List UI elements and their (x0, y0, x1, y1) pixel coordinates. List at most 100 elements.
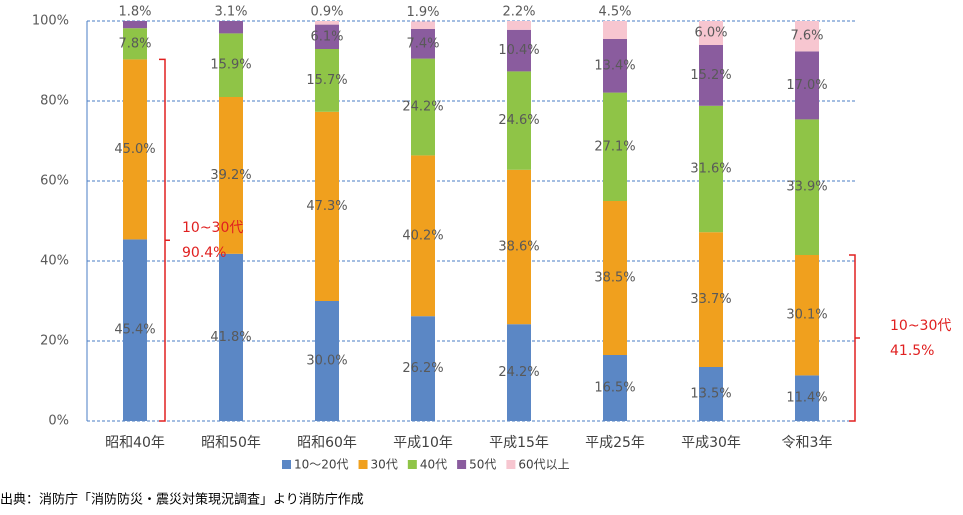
bar-segment (315, 111, 339, 301)
x-tick-label: 昭和50年 (201, 435, 261, 451)
data-label: 6.0% (694, 26, 727, 41)
data-label: 15.7% (306, 73, 347, 88)
bar-segment (507, 71, 531, 170)
data-label: 16.5% (594, 381, 635, 396)
legend-swatch (358, 460, 368, 469)
legend-label: 60代以上 (518, 458, 569, 472)
bar-segment (795, 21, 819, 52)
legend-swatch (282, 460, 291, 469)
y-tick-label: 80% (40, 94, 69, 109)
annotation-label: 10~30代 (890, 318, 951, 334)
bar-segment (123, 59, 147, 240)
data-label: 13.5% (690, 387, 731, 402)
bar-segment (699, 105, 723, 233)
data-label: 38.5% (594, 271, 635, 286)
x-tick-label: 平成15年 (489, 435, 549, 451)
annotation-value: 41.5% (890, 343, 934, 359)
legend-swatch (506, 460, 516, 469)
data-label: 30.0% (306, 354, 347, 369)
bar-segment (123, 28, 147, 60)
legend-swatch (407, 460, 417, 469)
data-label: 41.8% (210, 330, 251, 345)
bar-segment (411, 21, 435, 29)
source: 出典：消防庁「消防防災・震災対策現況調査」より消防庁作成 (0, 492, 364, 508)
bar-segment (411, 316, 435, 421)
bracket (849, 254, 860, 422)
bar-segment (315, 49, 339, 112)
data-label: 11.4% (786, 391, 827, 406)
data-label: 1.9% (406, 5, 439, 20)
y-tick-label: 60% (40, 174, 69, 189)
y-tick-label: 0% (48, 414, 69, 429)
y-tick-label: 40% (40, 254, 69, 269)
x-tick-label: 令和3年 (782, 435, 833, 451)
bar-segment (699, 367, 723, 421)
data-label: 40.2% (402, 228, 443, 243)
bar-segment (795, 375, 819, 421)
data-label: 47.3% (306, 199, 347, 214)
data-label: 24.6% (498, 113, 539, 128)
data-label: 38.6% (498, 240, 539, 255)
data-label: 27.1% (594, 139, 635, 154)
y-tick-label: 20% (40, 334, 69, 349)
data-label: 31.6% (690, 162, 731, 177)
bar-segment (411, 155, 435, 317)
data-label: 1.8% (118, 5, 151, 20)
legend-label: 50代 (469, 458, 496, 472)
legend-label: 40代 (420, 458, 447, 472)
bar-segment (411, 29, 435, 59)
bar-segment (603, 39, 627, 93)
data-label: 26.2% (402, 361, 443, 376)
bar-segment (507, 169, 531, 325)
data-label: 39.2% (210, 168, 251, 183)
data-label: 7.6% (790, 29, 823, 44)
bar-segment (219, 253, 243, 421)
data-label: 45.0% (114, 142, 155, 157)
x-tick-label: 平成25年 (585, 435, 645, 451)
data-label: 33.7% (690, 292, 731, 307)
bar-segment (603, 92, 627, 201)
data-label: 13.4% (594, 58, 635, 73)
bar-segment (699, 45, 723, 106)
x-tick-label: 昭和60年 (297, 435, 357, 451)
bar-segment (699, 232, 723, 367)
data-label: 17.0% (786, 78, 827, 93)
data-label: 7.4% (406, 36, 439, 51)
data-label: 24.2% (498, 365, 539, 380)
bar-segment (123, 239, 147, 421)
data-label: 24.2% (402, 100, 443, 115)
bar-segment (795, 51, 819, 120)
bar-segment (219, 33, 243, 97)
bar-segment (507, 29, 531, 72)
data-label: 0.9% (310, 5, 343, 20)
bar-segment (507, 21, 531, 30)
bar-segment (411, 58, 435, 156)
bar-segment (123, 21, 147, 29)
bar-segment (795, 255, 819, 376)
x-tick-label: 平成30年 (681, 435, 741, 451)
data-label: 45.4% (114, 323, 155, 338)
bar-segment (603, 355, 627, 421)
bar-segment (219, 21, 243, 34)
bar-segment (795, 119, 819, 256)
bar-segment (699, 21, 723, 45)
bar-segment (603, 201, 627, 355)
bar-segment (507, 324, 531, 421)
x-tick-label: 平成10年 (393, 435, 453, 451)
data-label: 4.5% (598, 5, 631, 20)
y-tick-label: 100% (32, 14, 69, 29)
annotation-value: 90.4% (182, 245, 226, 261)
data-label: 2.2% (502, 5, 535, 20)
data-label: 15.9% (210, 58, 251, 73)
data-label: 6.1% (310, 29, 343, 44)
bracket (159, 58, 170, 422)
data-label: 7.8% (118, 36, 151, 51)
x-tick-label: 昭和40年 (105, 435, 165, 451)
bar-segment (315, 21, 339, 25)
legend-swatch (457, 460, 467, 469)
legend-label: 30代 (371, 458, 398, 472)
data-label: 30.1% (786, 308, 827, 323)
legend-label: 10～20代 (294, 458, 349, 472)
data-label: 15.2% (690, 68, 731, 83)
data-label: 10.4% (498, 43, 539, 58)
